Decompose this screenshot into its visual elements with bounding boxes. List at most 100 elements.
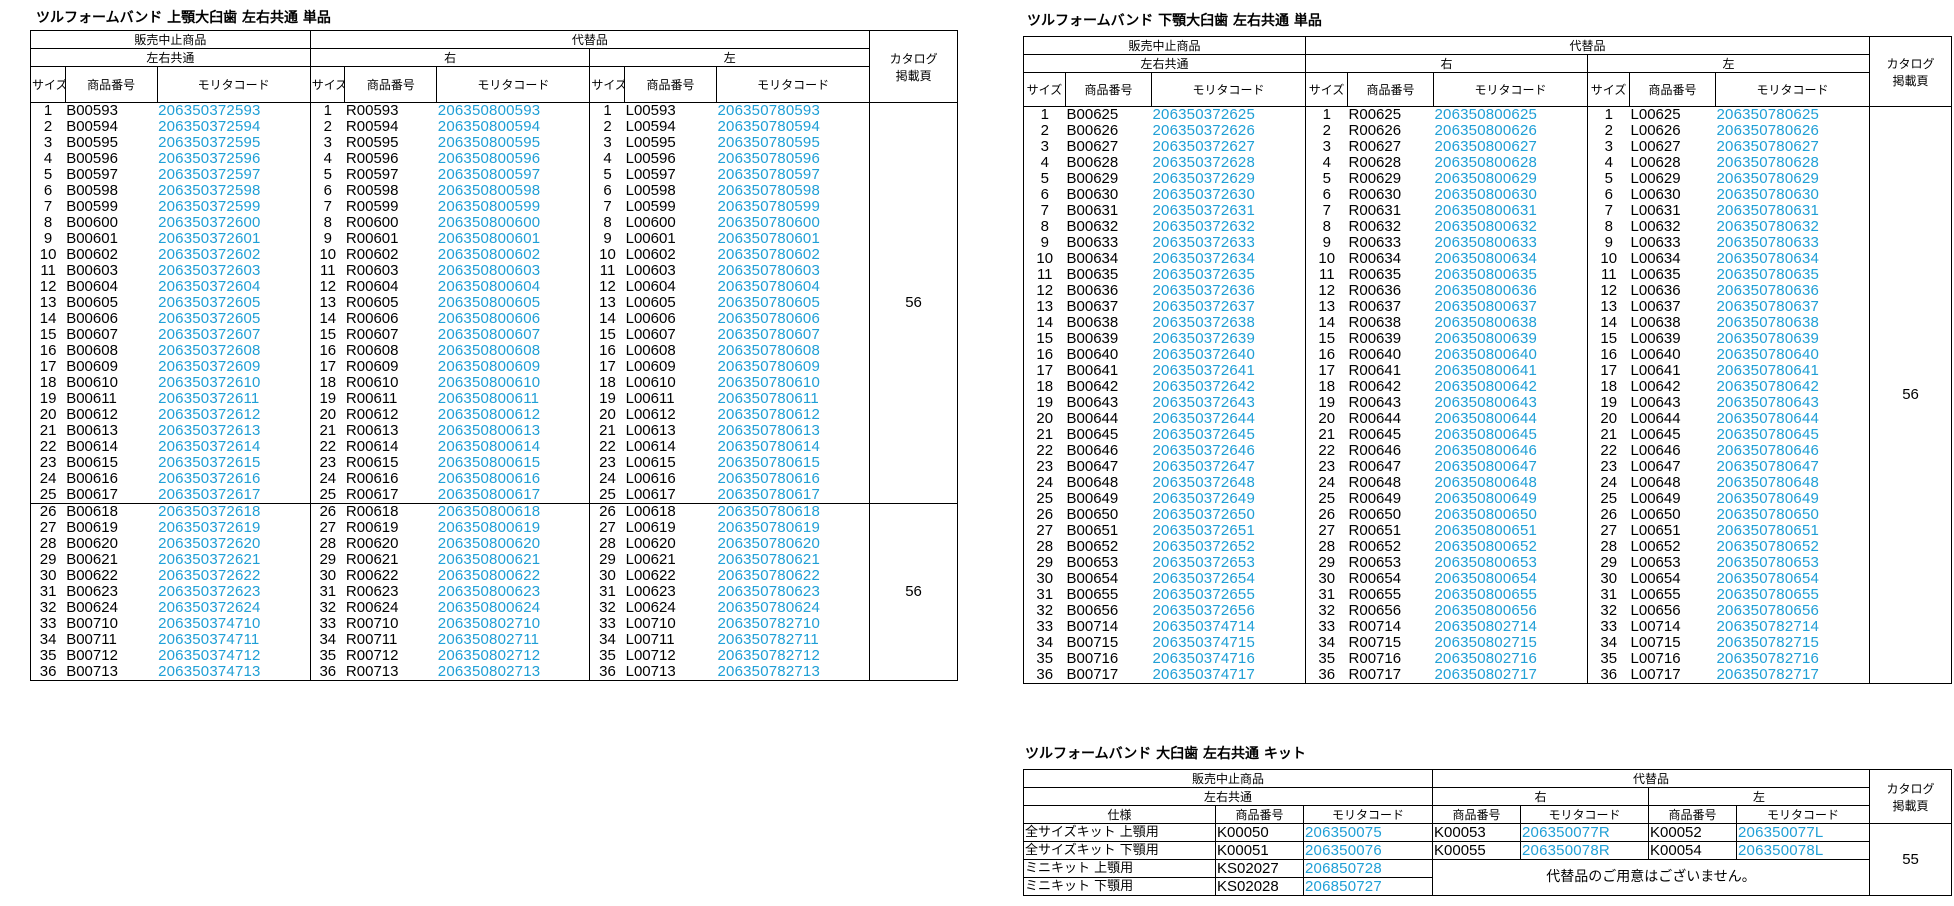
size-cell: 11 — [1023, 267, 1066, 283]
left-product-number-cell: L00606 — [625, 311, 676, 327]
left-product-number-cell: L00635 — [1630, 267, 1681, 283]
left-size-cell: 7 — [1587, 203, 1630, 219]
right-morita-code-cell: 206350800655 — [1433, 587, 1589, 603]
kit-right-morita-code: 206350078R — [1520, 841, 1650, 860]
right-morita-code-cell: 206350802715 — [1433, 635, 1589, 651]
size-cell: 34 — [1023, 635, 1066, 651]
table-row: 36 B00717 206350374717 36 R00717 206350802717… — [1023, 667, 1952, 684]
right-size-cell: 18 — [1305, 379, 1348, 395]
right-product-number-cell: R00607 — [345, 327, 399, 343]
left-product-number-cell: L00656 — [1630, 603, 1681, 619]
left-morita-code-cell: 206350780623 — [716, 584, 871, 600]
right-morita-code-cell: 206350800642 — [1433, 379, 1589, 395]
right-morita-code-cell: 206350800604 — [436, 279, 591, 295]
col-product-number: 商品番号 — [1648, 805, 1738, 824]
left-morita-code-cell: 206350780634 — [1715, 251, 1871, 267]
morita-code-cell: 206350372636 — [1151, 283, 1307, 299]
right-product-number-cell: R00617 — [344, 487, 437, 504]
right-size-cell: 1 — [309, 102, 345, 119]
table-row: 28 B00652 206350372652 28 R00652 206350800652… — [1023, 539, 1952, 555]
left-size-cell: 23 — [589, 455, 625, 471]
left-product-number-cell: L00607 — [625, 327, 676, 343]
left-morita-code-cell: 206350782715 — [1715, 635, 1871, 651]
left-morita-code-cell: 206350780604 — [716, 279, 871, 295]
right-product-number-cell: R00629 — [1348, 171, 1402, 187]
header-left: 左 — [1587, 54, 1871, 73]
right-morita-code-cell: 206350800597 — [436, 167, 591, 183]
left-product-number-cell: L00644 — [1630, 411, 1681, 427]
size-cell: 35 — [30, 648, 66, 664]
left-product-number-cell: L00711 — [625, 632, 675, 648]
kit-spec: 全サイズキット 下顎用 — [1023, 841, 1216, 860]
morita-code-cell: 206350372645 — [1151, 427, 1307, 443]
morita-code-cell: 206350374717 — [1151, 667, 1307, 684]
right-product-number-cell: R00596 — [345, 151, 399, 167]
right-size-cell: 2 — [309, 119, 345, 135]
right-size-cell: 16 — [309, 343, 345, 359]
left-product-number-cell: L00650 — [1630, 507, 1681, 523]
product-number-cell: B00712 — [66, 648, 118, 664]
kit-right-product-number: K00055 — [1432, 841, 1522, 860]
left-morita-code-cell: 206350780648 — [1715, 475, 1871, 491]
right-product-number-cell: R00609 — [345, 359, 399, 375]
table-row: 13 B00605 206350372605 13 R00605 206350800605… — [30, 295, 958, 311]
table-row: 24 B00616 206350372616 24 R00616 206350800616… — [30, 471, 958, 487]
table-row: 7 B00631 206350372631 7 R00631 206350800631 7 L… — [1023, 203, 1952, 219]
right-size-cell: 6 — [1305, 187, 1348, 203]
table-row: 9 B00601 206350372601 9 R00601 206350800601 9 L… — [30, 231, 958, 247]
size-cell: 29 — [1023, 555, 1066, 571]
right-product-number-cell: R00656 — [1348, 603, 1402, 619]
right-size-cell: 15 — [1305, 331, 1348, 347]
table-row: 12 B00636 206350372636 12 R00636 206350800636… — [1023, 283, 1952, 299]
right-morita-code-cell: 206350800618 — [436, 503, 591, 520]
morita-code-cell: 206350372609 — [157, 359, 311, 375]
morita-code-cell: 206350372616 — [157, 471, 311, 487]
left-size-cell: 14 — [589, 311, 625, 327]
right-size-cell: 2 — [1305, 123, 1348, 139]
morita-code-cell: 206350372602 — [157, 247, 311, 263]
right-morita-code-cell: 206350800641 — [1433, 363, 1589, 379]
left-morita-code-cell: 206350780643 — [1715, 395, 1871, 411]
kit-spec: ミニキット 下顎用 — [1023, 877, 1216, 896]
morita-code-cell: 206350372615 — [157, 455, 311, 471]
right-morita-code-cell: 206350800647 — [1433, 459, 1589, 475]
left-size-cell: 18 — [589, 375, 625, 391]
right-morita-code-cell: 206350800624 — [436, 600, 591, 616]
product-number-cell: B00617 — [65, 487, 158, 504]
morita-code-cell: 206350372640 — [1151, 347, 1307, 363]
left-morita-code-cell: 206350780626 — [1715, 123, 1871, 139]
left-size-cell: 12 — [589, 279, 625, 295]
size-cell: 25 — [30, 487, 66, 504]
left-product-number-cell: L00612 — [625, 407, 676, 423]
left-product-number-cell: L00649 — [1630, 491, 1681, 507]
col-morita-code: モリタコード — [1715, 72, 1871, 107]
left-product-number-cell: L00651 — [1630, 523, 1681, 539]
col-size: サイズ — [309, 66, 346, 103]
right-product-number-cell: R00621 — [345, 552, 399, 568]
right-product-number-cell: R00649 — [1348, 491, 1402, 507]
morita-code-cell: 206350374712 — [157, 648, 311, 664]
table-row: 22 B00646 206350372646 22 R00646 206350800646… — [1023, 443, 1952, 459]
size-cell: 14 — [1023, 315, 1066, 331]
morita-code-cell: 206350372654 — [1151, 571, 1307, 587]
left-size-cell: 20 — [589, 407, 625, 423]
right-morita-code-cell: 206350800605 — [436, 295, 591, 311]
size-cell: 8 — [1023, 219, 1066, 235]
left-size-cell: 36 — [1587, 667, 1630, 684]
table-row: 24 B00648 206350372648 24 R00648 206350800648… — [1023, 475, 1952, 491]
left-morita-code-cell: 206350780627 — [1715, 139, 1871, 155]
col-morita-code: モリタコード — [715, 66, 871, 103]
size-cell: 13 — [1023, 299, 1066, 315]
morita-code-cell: 206350372623 — [157, 584, 311, 600]
morita-code-cell: 206350372624 — [157, 600, 311, 616]
right-size-cell: 32 — [1305, 603, 1348, 619]
size-cell: 27 — [30, 520, 66, 536]
size-cell: 3 — [1023, 139, 1066, 155]
col-size: サイズ — [1587, 72, 1631, 107]
left-product-number-cell: L00627 — [1630, 139, 1681, 155]
table-row: 23 B00615 206350372615 23 R00615 206350800615… — [30, 455, 958, 471]
morita-code-cell: 206350372633 — [1151, 235, 1307, 251]
right-morita-code-cell: 206350800609 — [436, 359, 591, 375]
left-product-number-cell: L00611 — [625, 391, 675, 407]
col-morita-code: モリタコード — [1520, 805, 1650, 824]
